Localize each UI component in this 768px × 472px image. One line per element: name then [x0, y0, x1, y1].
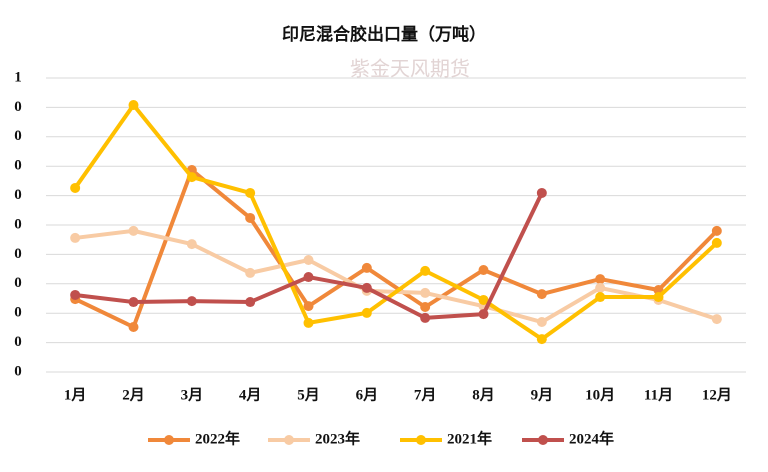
legend-label: 2024年 [569, 429, 614, 447]
data-point [595, 282, 606, 293]
data-point [595, 274, 606, 285]
data-point [128, 225, 139, 236]
data-point [711, 237, 722, 248]
data-point [711, 314, 722, 325]
data-point [245, 212, 256, 223]
data-point [361, 282, 372, 293]
data-point [128, 322, 139, 333]
y-tick-label: 0 [14, 334, 22, 350]
data-point [595, 292, 606, 303]
data-point [536, 187, 547, 198]
y-tick-label: 0 [14, 363, 22, 379]
y-tick-label: 0 [14, 305, 22, 321]
x-tick-label: 5月 [297, 386, 320, 403]
data-point [128, 297, 139, 308]
y-tick-label: 0 [14, 128, 22, 144]
legend-marker [416, 435, 426, 445]
x-tick-label: 3月 [181, 386, 204, 403]
chart-title: 印尼混合胶出口量（万吨） [282, 24, 486, 44]
data-point [420, 312, 431, 323]
x-tick-label: 6月 [356, 386, 379, 403]
data-point [245, 297, 256, 308]
data-point [303, 317, 314, 328]
x-tick-label: 4月 [239, 386, 262, 403]
y-tick-label: 0 [14, 216, 22, 232]
data-point [478, 264, 489, 275]
data-point [420, 287, 431, 298]
data-point [361, 262, 372, 273]
legend-marker [284, 435, 294, 445]
y-tick-label: 0 [14, 246, 22, 262]
data-point [303, 254, 314, 265]
data-point [70, 232, 81, 243]
y-tick-label: 0 [14, 275, 22, 291]
legend-label: 2022年 [195, 429, 240, 447]
data-point [478, 294, 489, 305]
watermark: 紫金天风期货 [350, 57, 470, 81]
data-point [186, 172, 197, 183]
x-tick-label: 12月 [702, 386, 732, 403]
x-tick-label: 8月 [472, 386, 495, 403]
data-point [420, 302, 431, 313]
y-tick-label: 0 [14, 99, 22, 115]
x-tick-label: 1月 [64, 386, 87, 403]
y-tick-label: 0 [14, 158, 22, 174]
data-point [536, 289, 547, 300]
legend-marker [164, 435, 174, 445]
y-tick-label: 0 [14, 187, 22, 203]
data-point [303, 272, 314, 283]
data-point [70, 289, 81, 300]
data-point [420, 265, 431, 276]
data-point [70, 182, 81, 193]
data-point [303, 301, 314, 312]
x-tick-label: 10月 [585, 386, 615, 403]
data-point [128, 100, 139, 111]
data-point [245, 267, 256, 278]
data-point [186, 239, 197, 250]
series-line [73, 103, 719, 342]
data-point [536, 317, 547, 328]
legend-marker [538, 435, 548, 445]
y-tick-label: 1 [14, 69, 22, 85]
x-tick-label: 7月 [414, 386, 437, 403]
legend-label: 2021年 [447, 429, 492, 447]
data-point [186, 296, 197, 307]
data-point [361, 307, 372, 318]
data-point [245, 187, 256, 198]
data-point [653, 292, 664, 303]
data-point [478, 309, 489, 320]
x-tick-label: 9月 [531, 386, 554, 403]
series-line [74, 228, 718, 325]
series-line [74, 168, 719, 330]
legend-label: 2023年 [315, 429, 360, 447]
data-point [536, 334, 547, 345]
x-tick-label: 11月 [644, 386, 673, 403]
x-tick-label: 2月 [122, 386, 145, 403]
data-point [711, 225, 722, 236]
